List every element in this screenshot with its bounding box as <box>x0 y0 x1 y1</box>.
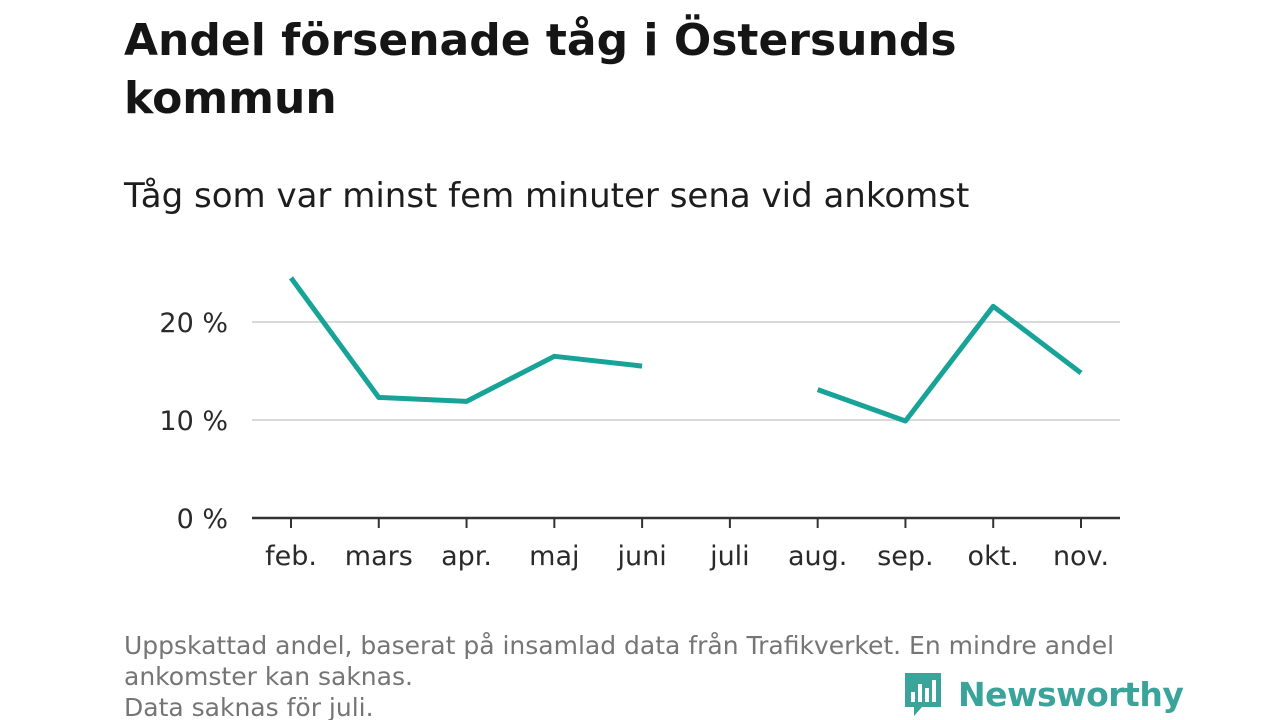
x-tick-label: nov. <box>1053 541 1109 572</box>
line-chart: 0 % 10 % 20 % feb. mars apr. maj juni juli aug. s… <box>159 276 1120 572</box>
gridlines <box>252 321 1120 421</box>
x-tick-label: okt. <box>968 541 1019 572</box>
series-lines <box>288 276 1083 424</box>
series-line-segment <box>288 276 643 404</box>
x-tick-label: juni <box>616 541 666 572</box>
x-tick-label: juli <box>709 541 750 572</box>
brand-name: Newsworthy <box>958 674 1184 714</box>
footnote-line-1: Uppskattad andel, baserat på insamlad da… <box>124 631 1115 691</box>
footnote-line-2: Data saknas för juli. <box>124 693 374 720</box>
y-tick-label: 20 % <box>159 308 228 339</box>
x-tick-label: apr. <box>441 541 492 572</box>
y-tick-label: 0 % <box>177 504 228 535</box>
x-axis-ticks: feb. mars apr. maj juni juli aug. sep. okt. nov. <box>252 516 1120 572</box>
x-tick-label: feb. <box>265 541 317 572</box>
x-tick-label: mars <box>345 541 413 572</box>
chart-footnote: Uppskattad andel, baserat på insamlad da… <box>124 630 1164 720</box>
y-tick-label: 10 % <box>159 406 228 437</box>
y-axis-ticks: 0 % 10 % 20 % <box>159 308 228 535</box>
x-tick-label: sep. <box>877 541 933 572</box>
chart-subtitle: Tåg som var minst fem minuter sena vid a… <box>124 176 970 216</box>
chart-title: Andel försenade tåg i Östersunds kommun <box>124 15 957 124</box>
newsworthy-logo-icon <box>905 673 941 716</box>
series-line-segment <box>816 303 1083 424</box>
brand-logo[interactable]: Newsworthy <box>902 670 1184 718</box>
x-tick-label: maj <box>529 541 579 572</box>
x-tick-label: aug. <box>788 541 847 572</box>
